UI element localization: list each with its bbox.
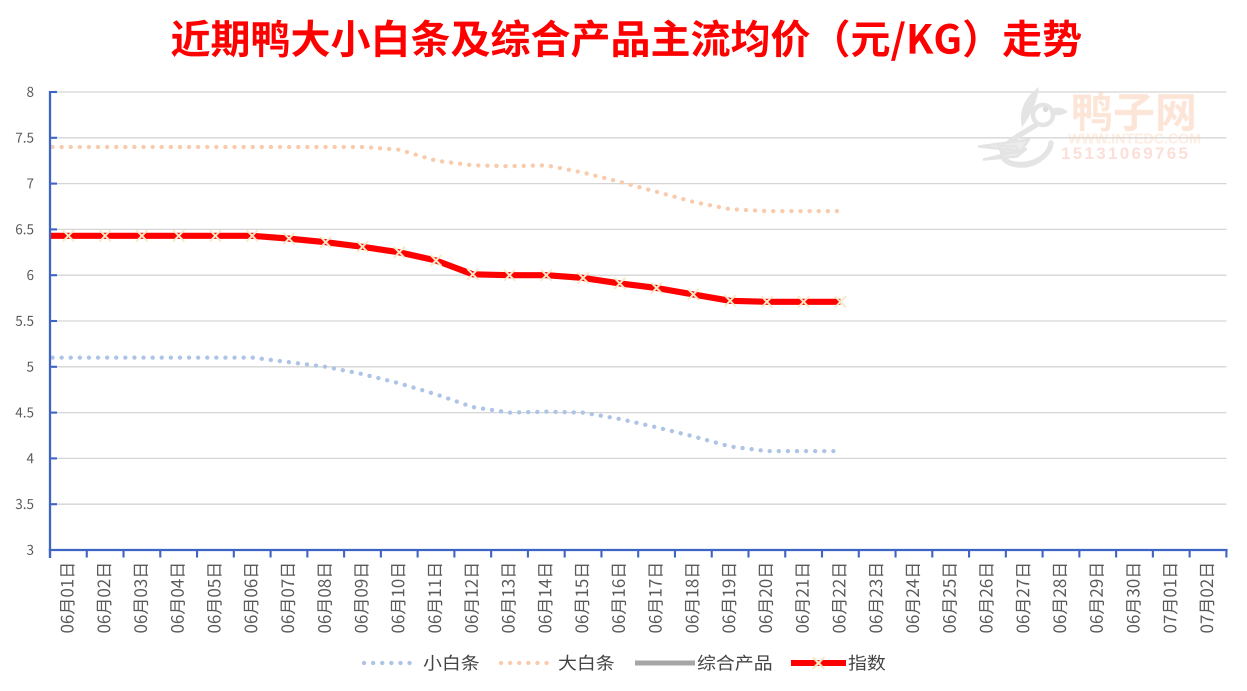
svg-text:15131069765: 15131069765 bbox=[1061, 144, 1188, 163]
svg-text:WWW.INTEDC.COM: WWW.INTEDC.COM bbox=[1068, 132, 1201, 148]
